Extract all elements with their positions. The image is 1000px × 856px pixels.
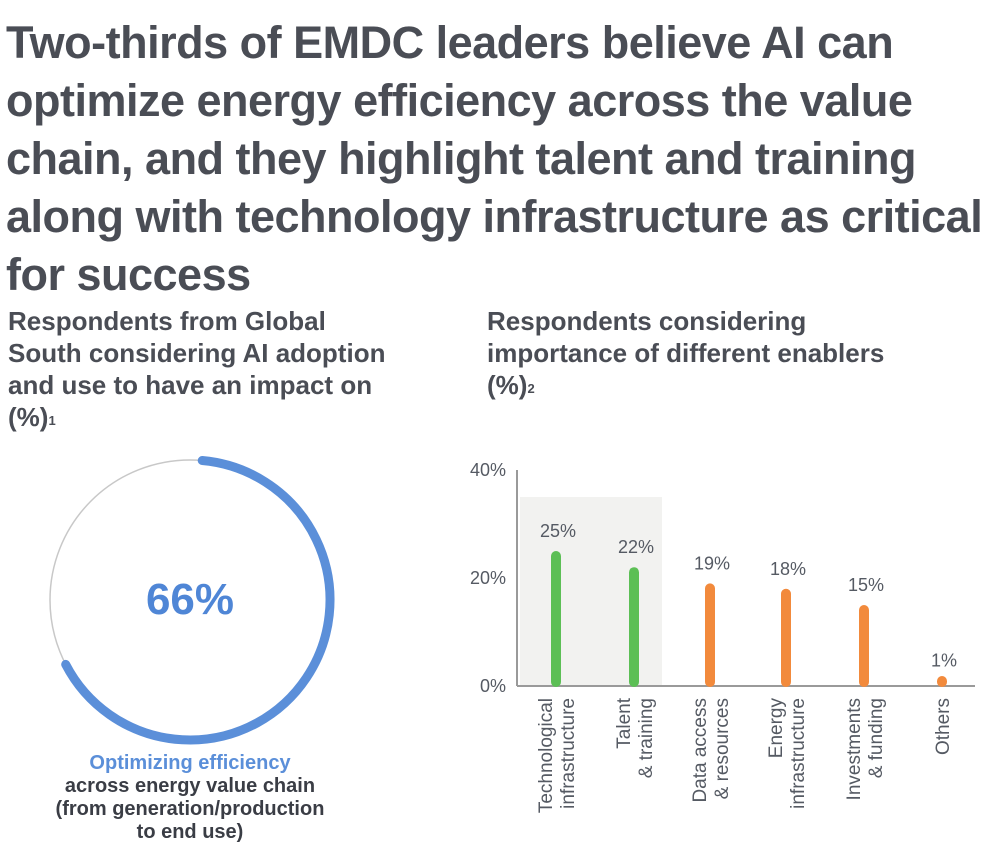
category-label: Investments [844,698,865,800]
donut-caption-line: to end use) [136,821,244,843]
bar [781,588,791,687]
category-label: Technological [536,698,557,813]
category-label: infrastructure [788,698,809,809]
donut-caption-line: (from generation/production [55,798,325,820]
bar-data-label: 22% [618,537,654,557]
y-tick-label: 40% [470,460,506,480]
category-label: Data access [690,698,711,803]
donut-value-label: 66% [145,575,235,624]
category-label: & funding [866,698,887,778]
bar-data-label: 15% [848,575,884,595]
bar-data-label: 18% [770,559,806,579]
bar [551,551,561,687]
donut-caption-accent: Optimizing efficiency [89,752,291,774]
donut-subtitle: Respondents from Global South considerin… [8,305,388,433]
bar-data-label: 25% [540,521,576,541]
bar [859,605,869,687]
donut-chart: 66% [40,450,340,750]
bar-subtitle: Respondents considering importance of di… [487,305,887,401]
bar-data-label: 19% [694,553,730,573]
donut-svg [49,456,335,745]
donut-value-arc [61,456,335,745]
donut-subtitle-text: Respondents from Global South considerin… [8,306,386,432]
bar [937,676,947,687]
footnote-marker: 1 [48,413,56,428]
bar [629,567,639,687]
category-label: & training [636,698,657,778]
donut-caption: Optimizing efficiency across energy valu… [20,752,360,844]
category-label: & resources [712,698,733,799]
bar-data-label: 1% [931,651,957,671]
headline: Two-thirds of EMDC leaders believe AI ca… [6,17,983,300]
bar [705,583,715,687]
y-tick-label: 0% [480,676,506,696]
category-label: Energy [766,698,787,759]
category-label: Talent [614,697,635,748]
category-label: Others [933,698,954,755]
bar-subtitle-text: Respondents considering importance of di… [487,306,885,400]
category-label: infrastructure [558,698,579,809]
donut-caption-line: across energy value chain [64,775,316,797]
y-tick-label: 20% [470,568,506,588]
footnote-marker: 2 [527,381,535,396]
